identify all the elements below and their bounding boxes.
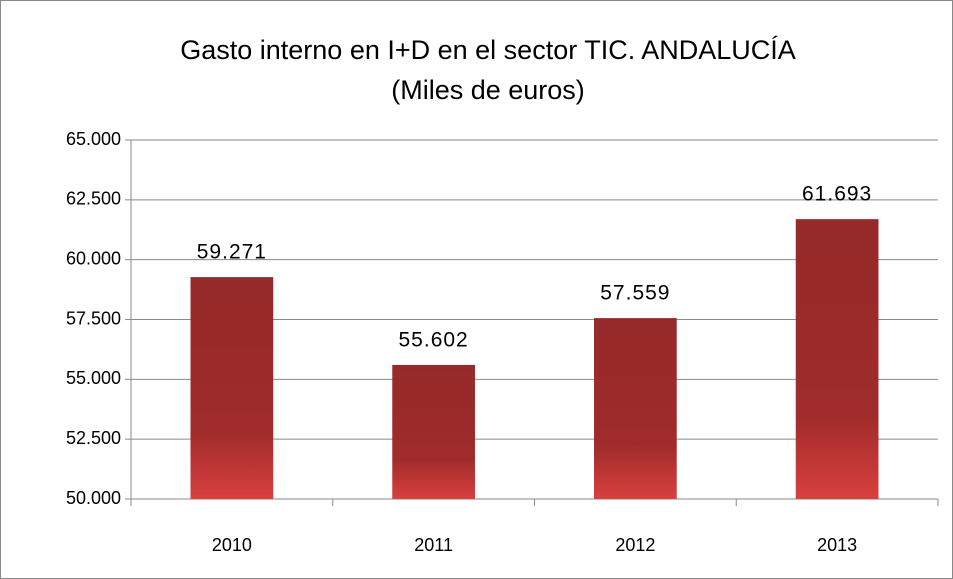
- y-tick-label: 57.500: [66, 308, 121, 328]
- y-tick-label: 50.000: [66, 488, 121, 508]
- bar: [795, 219, 879, 500]
- chart-title: (Miles de euros): [391, 75, 585, 105]
- x-tick-label: 2012: [615, 535, 655, 555]
- y-tick-label: 65.000: [66, 129, 121, 149]
- bar: [392, 364, 475, 499]
- y-tick-label: 52.500: [66, 428, 121, 448]
- x-tick-label: 2013: [817, 535, 857, 555]
- value-label: 59.271: [197, 241, 267, 264]
- bar: [594, 318, 677, 499]
- y-tick-label: 55.000: [66, 368, 121, 388]
- value-label: 61.693: [802, 183, 872, 206]
- y-tick-label: 62.500: [66, 189, 121, 209]
- y-tick-label: 60.000: [66, 248, 121, 268]
- x-tick-label: 2011: [414, 535, 453, 555]
- bar: [190, 277, 274, 499]
- value-label: 57.559: [600, 282, 670, 305]
- x-tick-label: 2010: [212, 535, 252, 555]
- chart-title: Gasto interno en I+D en el sector TIC. A…: [180, 35, 796, 65]
- value-label: 55.602: [399, 328, 469, 351]
